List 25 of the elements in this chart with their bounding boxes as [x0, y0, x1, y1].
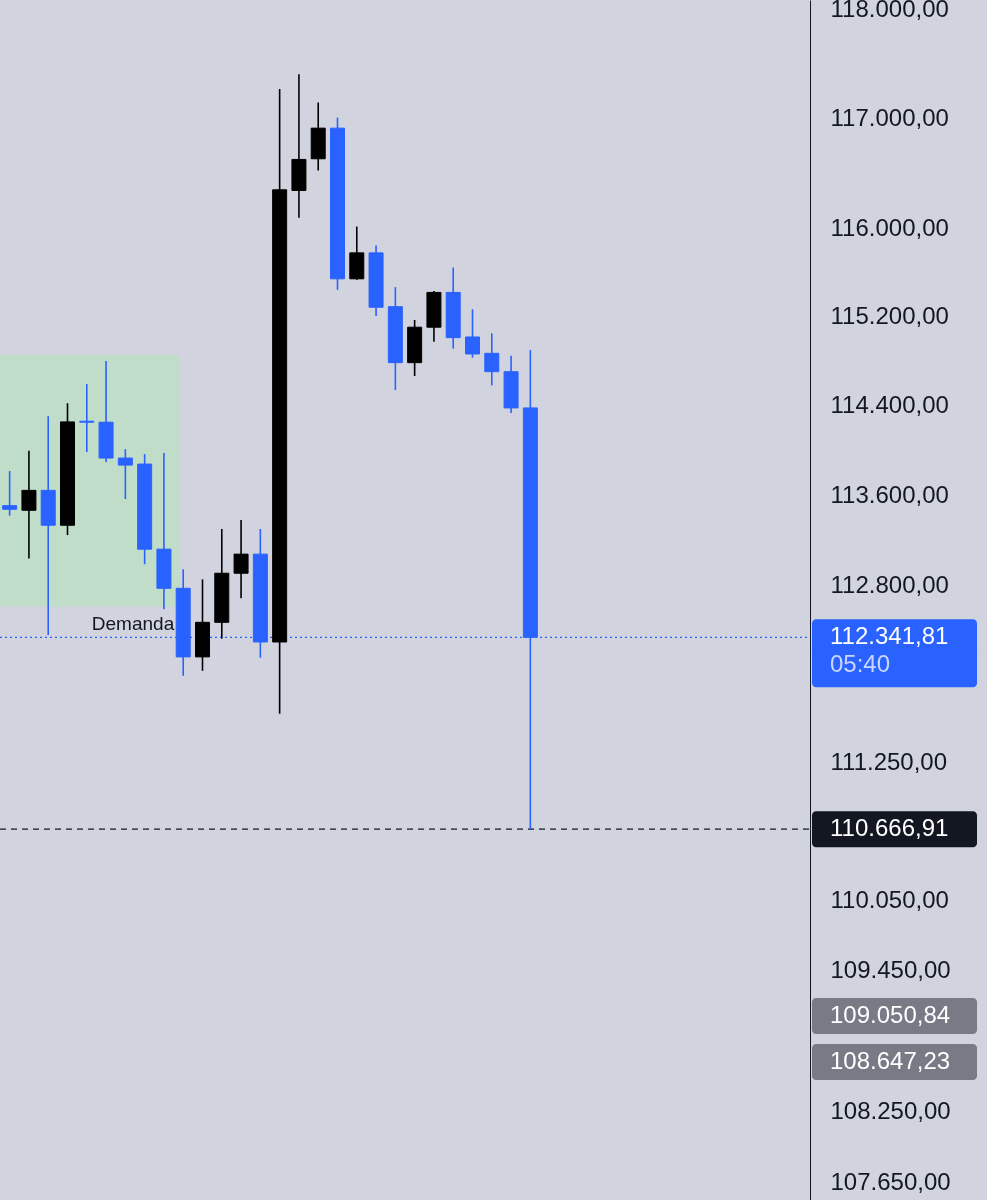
text: 109.050,84 [830, 1001, 951, 1028]
y-tick-label: 108.250,00 [830, 1096, 951, 1124]
y-tick-label: 118.000,00 [830, 0, 949, 23]
y-tick-label: 110.050,00 [830, 886, 949, 914]
y-tick-label: 109.450,00 [830, 955, 951, 983]
ref-line-label: 112.341,81 [830, 622, 949, 650]
candlestick [233, 519, 249, 600]
candlestick [484, 332, 500, 387]
y-tick-label: 112.800,00 [830, 570, 949, 598]
y-tick-label: 117.000,00 [830, 103, 949, 131]
ref-line-label: 110.666,91 [830, 814, 949, 842]
y-tick-label: 107.650,00 [830, 1167, 951, 1195]
candlestick [117, 448, 133, 500]
candlestick [21, 449, 37, 560]
y-tick-label: 111.250,00 [830, 747, 948, 775]
candlestick [79, 383, 95, 453]
text: 05:40 [830, 650, 891, 678]
text: 108.647,23 [830, 1047, 951, 1074]
y-tick-label: 114.400,00 [830, 390, 949, 418]
candlestick [465, 308, 480, 359]
y-tick-label: 113.600,00 [830, 480, 949, 508]
candlestick [2, 470, 18, 517]
y-tick-label: 115.200,00 [830, 301, 949, 329]
band-label: Demanda [91, 612, 175, 634]
y-tick-label: 116.000,00 [830, 213, 949, 241]
